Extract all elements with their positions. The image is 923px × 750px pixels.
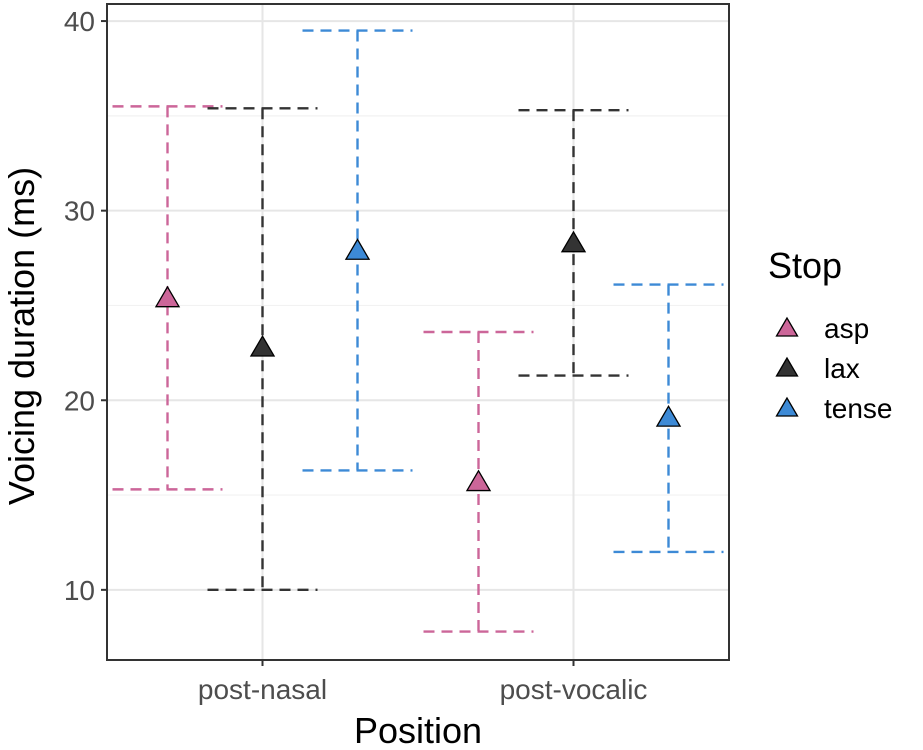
legend-label-lax: lax <box>824 353 860 384</box>
grid-lines <box>107 4 729 660</box>
point-asp <box>465 469 492 492</box>
point-lax <box>560 230 587 253</box>
point-tense <box>655 405 682 427</box>
y-axis: 10 20 30 40 <box>64 6 107 606</box>
legend-key-tense <box>775 396 799 417</box>
x-tick-label: post-nasal <box>198 674 327 705</box>
x-tick-label: post-vocalic <box>500 674 648 705</box>
point-lax <box>249 334 276 357</box>
legend-label-asp: asp <box>824 313 869 344</box>
legend: Stop asp lax tense <box>768 245 893 424</box>
y-tick-label: 20 <box>64 385 95 416</box>
legend-key-lax <box>775 356 799 377</box>
error-bars <box>112 29 724 633</box>
legend-title: Stop <box>768 245 842 286</box>
point-tense <box>344 238 371 260</box>
data-points <box>154 230 682 492</box>
legend-key-asp <box>775 316 799 337</box>
x-axis-title: Position <box>354 710 482 750</box>
y-tick-label: 10 <box>64 575 95 606</box>
point-asp <box>154 285 181 308</box>
plot-panel <box>106 3 730 661</box>
legend-label-tense: tense <box>824 393 893 424</box>
x-axis: post-nasal post-vocalic <box>198 660 648 705</box>
y-tick-label: 30 <box>64 196 95 227</box>
y-axis-title: Voicing duration (ms) <box>1 167 42 505</box>
y-tick-label: 40 <box>64 6 95 37</box>
